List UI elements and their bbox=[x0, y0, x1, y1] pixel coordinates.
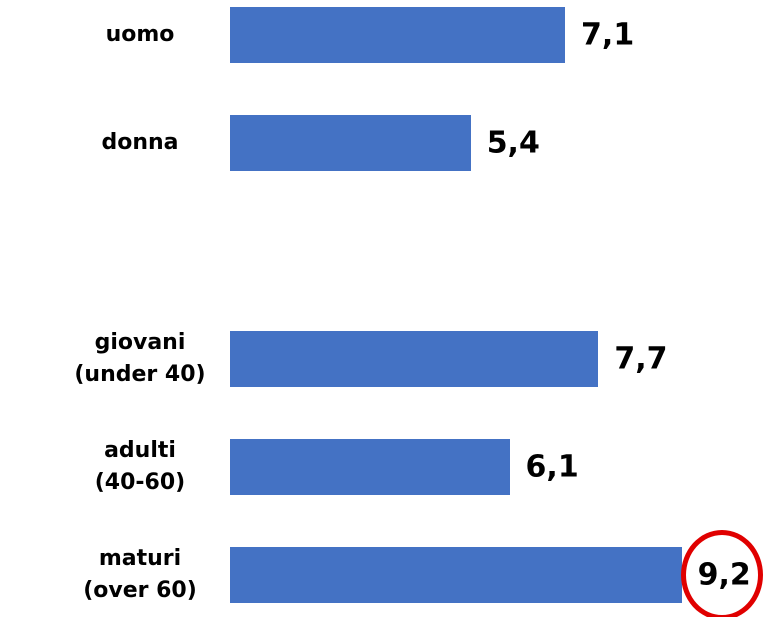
bar bbox=[230, 439, 510, 495]
category-label: giovani (under 40) bbox=[74, 330, 206, 387]
category-label: uomo bbox=[105, 22, 175, 47]
bar bbox=[230, 7, 566, 63]
bar bbox=[230, 115, 471, 171]
highlight-circle bbox=[681, 530, 763, 617]
category-label: adulti (40-60) bbox=[94, 438, 186, 495]
value-label: 6,1 bbox=[525, 449, 579, 485]
category-label: donna bbox=[101, 130, 179, 155]
category-label: maturi (over 60) bbox=[83, 546, 197, 603]
value-label: 5,4 bbox=[486, 125, 540, 161]
bar bbox=[230, 331, 599, 387]
value-label: 7,7 bbox=[614, 341, 668, 377]
value-label: 7,1 bbox=[581, 17, 635, 53]
bar bbox=[230, 547, 682, 603]
